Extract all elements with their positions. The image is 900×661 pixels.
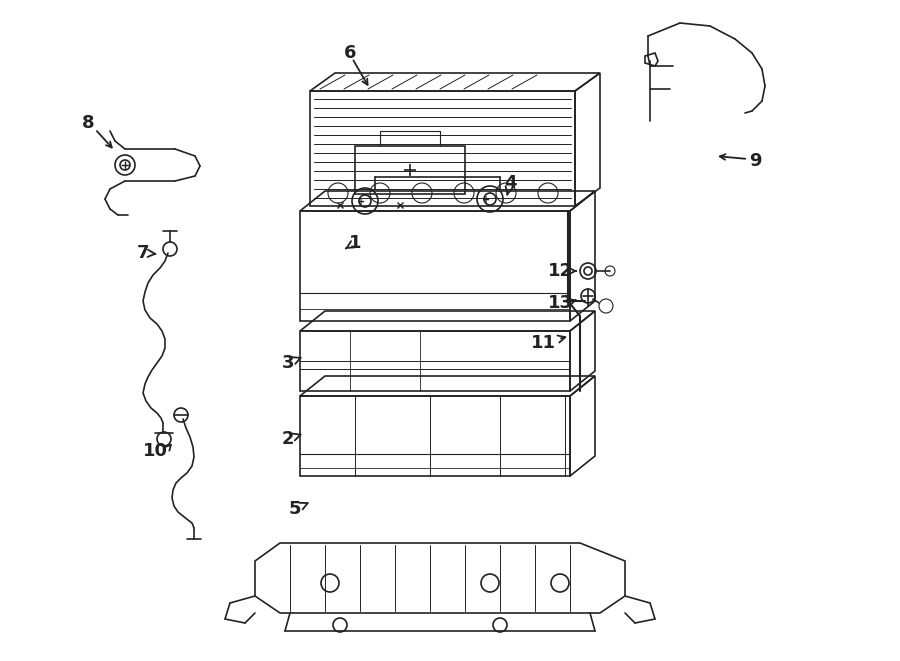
Text: 4: 4 bbox=[504, 174, 517, 195]
Text: 5: 5 bbox=[289, 500, 308, 518]
Text: 10: 10 bbox=[142, 442, 167, 460]
Text: +: + bbox=[482, 195, 490, 205]
Text: 6: 6 bbox=[344, 44, 356, 62]
Text: 8: 8 bbox=[82, 114, 94, 132]
Text: 13: 13 bbox=[547, 294, 572, 312]
Text: 11: 11 bbox=[530, 334, 565, 352]
Text: 12: 12 bbox=[547, 262, 572, 280]
Text: 7: 7 bbox=[137, 244, 156, 262]
Text: 1: 1 bbox=[346, 234, 361, 252]
Text: +: + bbox=[357, 197, 365, 207]
Text: 3: 3 bbox=[282, 354, 301, 372]
Text: 2: 2 bbox=[282, 430, 301, 448]
Text: 9: 9 bbox=[749, 152, 761, 170]
